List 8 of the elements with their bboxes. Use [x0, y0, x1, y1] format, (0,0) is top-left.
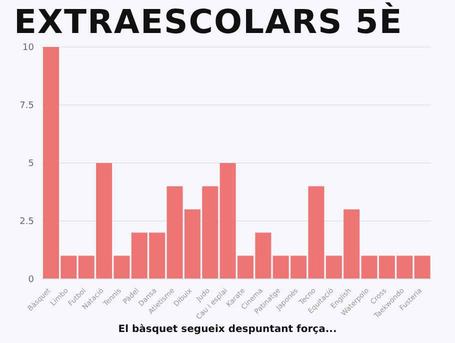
- text: El bàsquet segueix despuntant força...: [117, 324, 338, 335]
- y-tick-label: 5: [28, 159, 34, 170]
- y-tick-label: 0: [28, 275, 34, 286]
- y-tick-label: 2.5: [20, 217, 34, 228]
- y-tick-label: 10: [22, 43, 34, 54]
- bar: [414, 256, 430, 279]
- y-tick-label: 7.5: [20, 101, 34, 112]
- chart-title: EXTRAESCOLARS 5È: [14, 2, 403, 41]
